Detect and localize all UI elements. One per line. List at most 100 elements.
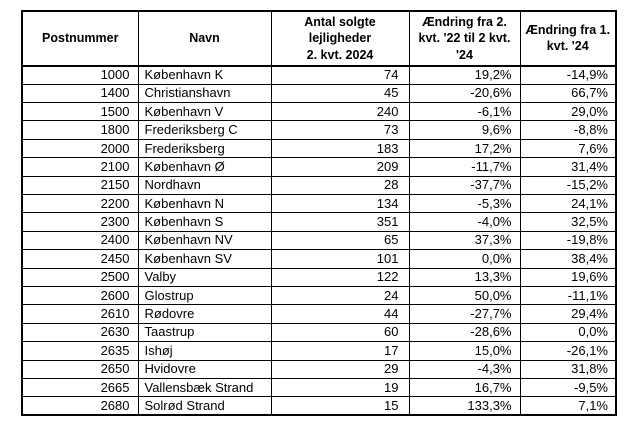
postal-code-cell: 2200 — [21, 193, 139, 214]
sold-count-cell: 24 — [270, 285, 410, 306]
change-q1-24-cell: 24,1% — [519, 193, 617, 214]
table-row: 2100 København Ø 209 -11,7% 31,4% — [21, 157, 617, 177]
sold-count-cell: 15 — [270, 396, 410, 416]
change-q1-24-cell: -15,2% — [519, 175, 617, 195]
change-q1-24-cell: 7,1% — [519, 396, 617, 416]
change-q1-24-cell: -26,1% — [519, 341, 617, 361]
sold-count-cell: 17 — [270, 341, 410, 361]
change-q2-22-cell: -27,7% — [408, 304, 521, 324]
change-q1-24-cell: -9,5% — [519, 377, 617, 398]
column-header-postnummer: Postnummer — [21, 10, 139, 67]
sold-count-cell: 28 — [270, 175, 410, 195]
change-q1-24-cell: 38,4% — [519, 249, 617, 269]
table-row: 2300 København S 351 -4,0% 32,5% — [21, 212, 617, 232]
table-row: 2665 Vallensbæk Strand 19 16,7% -9,5% — [21, 377, 617, 398]
column-header-navn: Navn — [137, 10, 272, 67]
column-header-aendring-q1-24: Ændring fra 1. kvt. '24 — [519, 10, 617, 67]
change-q2-22-cell: 0,0% — [408, 249, 521, 269]
postal-code-cell: 2630 — [21, 322, 139, 343]
table-row: 2680 Solrød Strand 15 133,3% 7,1% — [21, 396, 617, 416]
table-row: 2630 Taastrup 60 -28,6% 0,0% — [21, 322, 617, 343]
change-q1-24-cell: 32,5% — [519, 212, 617, 232]
postal-code-cell: 2500 — [21, 267, 139, 287]
name-cell: Glostrup — [137, 285, 272, 306]
postal-code-cell: 2600 — [21, 285, 139, 306]
sold-count-cell: 351 — [270, 212, 410, 232]
change-q2-22-cell: 17,2% — [408, 138, 521, 159]
change-q1-24-cell: 29,0% — [519, 102, 617, 122]
change-q2-22-cell: 50,0% — [408, 285, 521, 306]
name-cell: Frederiksberg C — [137, 120, 272, 140]
postal-code-cell: 2450 — [21, 249, 139, 269]
table-row: 2450 København SV 101 0,0% 38,4% — [21, 249, 617, 269]
header-row: Postnummer Navn Antal solgte lejligheder… — [21, 10, 617, 67]
change-q2-22-cell: -20,6% — [408, 83, 521, 104]
postal-code-cell: 1400 — [21, 83, 139, 104]
name-cell: Hvidovre — [137, 359, 272, 379]
table-row: 1800 Frederiksberg C 73 9,6% -8,8% — [21, 120, 617, 140]
table-row: 1500 København V 240 -6,1% 29,0% — [21, 102, 617, 122]
name-cell: København V — [137, 102, 272, 122]
sold-count-cell: 44 — [270, 304, 410, 324]
change-q2-22-cell: 133,3% — [408, 396, 521, 416]
sold-count-cell: 19 — [270, 377, 410, 398]
postal-code-cell: 2150 — [21, 175, 139, 195]
change-q1-24-cell: 66,7% — [519, 83, 617, 104]
name-cell: København N — [137, 193, 272, 214]
sold-count-cell: 60 — [270, 322, 410, 343]
name-cell: København Ø — [137, 157, 272, 177]
name-cell: København SV — [137, 249, 272, 269]
name-cell: Vallensbæk Strand — [137, 377, 272, 398]
sold-count-cell: 65 — [270, 230, 410, 251]
change-q2-22-cell: -28,6% — [408, 322, 521, 343]
name-cell: Ishøj — [137, 341, 272, 361]
name-cell: Christianshavn — [137, 83, 272, 104]
change-q2-22-cell: 9,6% — [408, 120, 521, 140]
table-row: 2000 Frederiksberg 183 17,2% 7,6% — [21, 138, 617, 159]
change-q1-24-cell: -14,9% — [519, 65, 617, 85]
name-cell: Valby — [137, 267, 272, 287]
name-cell: København K — [137, 65, 272, 85]
name-cell: Rødovre — [137, 304, 272, 324]
column-header-aendring-q2-22: Ændring fra 2. kvt. '22 til 2 kvt. '24 — [408, 10, 521, 67]
table-row: 2650 Hvidovre 29 -4,3% 31,8% — [21, 359, 617, 379]
change-q2-22-cell: -37,7% — [408, 175, 521, 195]
table-row: 2150 Nordhavn 28 -37,7% -15,2% — [21, 175, 617, 195]
sold-count-cell: 134 — [270, 193, 410, 214]
change-q1-24-cell: 0,0% — [519, 322, 617, 343]
change-q2-22-cell: 13,3% — [408, 267, 521, 287]
sold-count-cell: 183 — [270, 138, 410, 159]
change-q2-22-cell: 19,2% — [408, 65, 521, 85]
sold-count-cell: 45 — [270, 83, 410, 104]
sold-count-cell: 122 — [270, 267, 410, 287]
change-q1-24-cell: 7,6% — [519, 138, 617, 159]
sold-count-cell: 73 — [270, 120, 410, 140]
apartment-sales-table: Postnummer Navn Antal solgte lejligheder… — [21, 10, 617, 417]
postal-code-cell: 2665 — [21, 377, 139, 398]
column-header-antal-solgte: Antal solgte lejligheder 2. kvt. 2024 — [270, 10, 410, 67]
postal-code-cell: 2100 — [21, 157, 139, 177]
change-q1-24-cell: -11,1% — [519, 285, 617, 306]
name-cell: Solrød Strand — [137, 396, 272, 416]
change-q1-24-cell: 31,8% — [519, 359, 617, 379]
sold-count-cell: 209 — [270, 157, 410, 177]
table-row: 2610 Rødovre 44 -27,7% 29,4% — [21, 304, 617, 324]
sold-count-cell: 101 — [270, 249, 410, 269]
postal-code-cell: 2610 — [21, 304, 139, 324]
postal-code-cell: 1000 — [21, 65, 139, 85]
table-row: 2600 Glostrup 24 50,0% -11,1% — [21, 285, 617, 306]
postal-code-cell: 2300 — [21, 212, 139, 232]
table-row: 2400 København NV 65 37,3% -19,8% — [21, 230, 617, 251]
postal-code-cell: 2635 — [21, 341, 139, 361]
postal-code-cell: 1800 — [21, 120, 139, 140]
table-row: 2200 København N 134 -5,3% 24,1% — [21, 193, 617, 214]
change-q1-24-cell: 19,6% — [519, 267, 617, 287]
change-q1-24-cell: -19,8% — [519, 230, 617, 251]
name-cell: Frederiksberg — [137, 138, 272, 159]
change-q2-22-cell: -11,7% — [408, 157, 521, 177]
name-cell: Taastrup — [137, 322, 272, 343]
change-q2-22-cell: 15,0% — [408, 341, 521, 361]
change-q1-24-cell: 29,4% — [519, 304, 617, 324]
sold-count-cell: 29 — [270, 359, 410, 379]
